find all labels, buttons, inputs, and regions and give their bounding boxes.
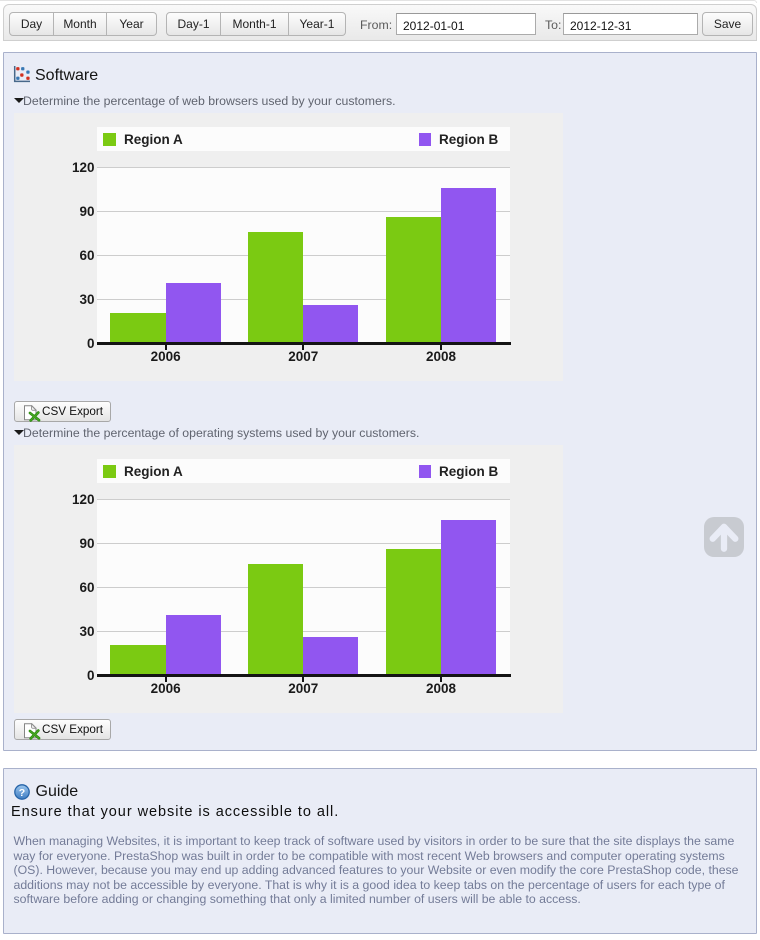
svg-text:?: ?: [18, 787, 24, 799]
